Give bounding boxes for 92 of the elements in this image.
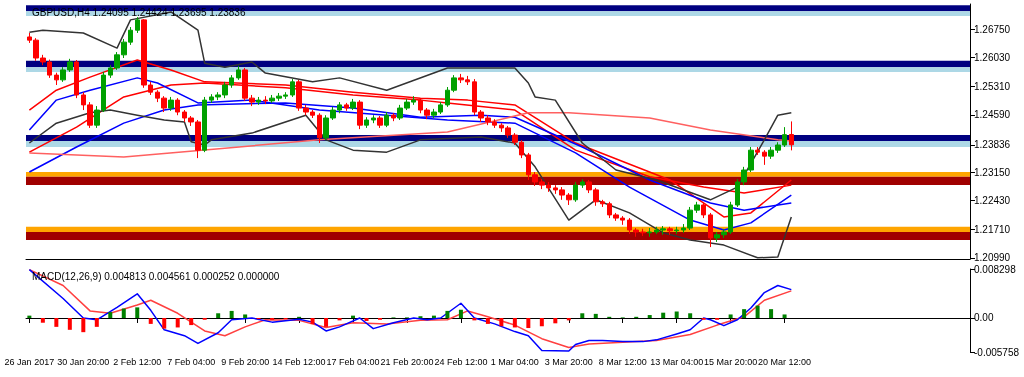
bar — [40, 318, 45, 323]
line-series — [28, 77, 793, 231]
candlestick — [573, 181, 578, 203]
x-tick-label: 26 Jan 2017 — [4, 356, 55, 367]
x-tick-label: 24 Feb 12:00 — [434, 356, 488, 367]
candlestick — [377, 115, 383, 129]
bar — [647, 315, 652, 318]
x-tick-label: 17 Feb 04:00 — [326, 356, 380, 367]
y-tick-label: 0.008298 — [974, 263, 1017, 275]
bar — [593, 313, 598, 318]
candlestick — [667, 226, 673, 236]
y-tick-label: 1.23836 — [974, 139, 1011, 151]
bar — [688, 313, 693, 318]
y-tick-label: 1.21710 — [974, 223, 1011, 235]
x-tick-label: 14 Feb 12:00 — [272, 356, 326, 367]
candlestick — [202, 96, 207, 153]
candlestick — [674, 226, 679, 235]
bar — [499, 318, 504, 327]
x-tick-label: 9 Feb 20:00 — [221, 356, 270, 367]
candlestick — [290, 78, 295, 98]
bar — [175, 318, 180, 328]
x-tick-label: 2 Feb 12:00 — [113, 356, 162, 367]
bar — [324, 318, 329, 327]
candlestick — [357, 99, 363, 130]
y-tick-label: 0.00 — [974, 312, 994, 324]
bar — [458, 309, 463, 318]
bar — [485, 318, 490, 324]
candlestick — [789, 120, 794, 151]
bar — [364, 318, 369, 321]
x-tick-label: 20 Mar 12:00 — [758, 356, 812, 367]
candlestick — [54, 72, 59, 86]
y-tick-label: 1.20990 — [974, 252, 1011, 264]
bar — [94, 318, 99, 327]
bar — [445, 310, 450, 318]
candlestick — [755, 146, 760, 156]
y-tick-label: -0.005758 — [974, 346, 1020, 358]
candlestick — [263, 95, 268, 105]
bar — [67, 318, 72, 330]
bar — [54, 318, 59, 327]
x-tick-label: 8 Mar 12:00 — [598, 356, 647, 367]
candlestick — [317, 112, 322, 144]
bar — [81, 318, 86, 333]
bar — [742, 309, 747, 318]
x-tick-label: 30 Jan 20:00 — [57, 356, 110, 367]
bar — [148, 318, 153, 324]
bar — [539, 318, 544, 327]
y-tick-label: 1.25310 — [974, 80, 1011, 92]
y-tick-label: 1.24590 — [974, 109, 1011, 121]
bar — [229, 310, 234, 318]
bar — [580, 313, 585, 318]
bar — [310, 318, 315, 324]
candlestick — [350, 98, 356, 111]
bar — [135, 307, 140, 318]
bar — [553, 318, 558, 324]
bar — [243, 314, 248, 318]
candlestick — [708, 212, 713, 248]
x-tick-label: 21 Feb 20:00 — [380, 356, 434, 367]
x-tick-label: 13 Mar 04:00 — [650, 356, 704, 367]
candlestick — [580, 178, 585, 189]
y-tick-label: 1.22430 — [974, 195, 1011, 207]
bar — [769, 309, 774, 318]
line-series — [28, 109, 793, 259]
candlestick — [256, 96, 261, 106]
candlestick — [168, 96, 174, 112]
y-tick-label: 1.23150 — [974, 166, 1011, 178]
bar — [674, 311, 679, 318]
bar — [121, 308, 126, 318]
bar — [216, 313, 221, 318]
candlestick — [391, 112, 396, 122]
candlestick — [762, 149, 767, 166]
bar — [755, 305, 760, 318]
bar — [512, 318, 517, 328]
bar — [526, 318, 531, 329]
bar — [162, 318, 167, 329]
y-tick-label: 1.26750 — [974, 23, 1011, 35]
bar — [782, 314, 787, 318]
candlestick — [364, 116, 369, 129]
x-tick-label: 7 Feb 04:00 — [167, 356, 216, 367]
y-tick-label: 1.26030 — [974, 52, 1011, 64]
candlestick — [384, 111, 389, 128]
x-tick-label: 1 Mar 04:00 — [490, 356, 539, 367]
candlestick — [236, 65, 241, 81]
candlestick — [175, 97, 180, 116]
bar — [661, 312, 666, 318]
candlestick — [344, 102, 349, 112]
x-tick-label: 3 Mar 20:00 — [544, 356, 593, 367]
candlestick — [647, 227, 652, 238]
bar — [728, 314, 733, 318]
candlestick — [135, 16, 140, 34]
bar — [108, 312, 113, 318]
x-tick-label: 15 Mar 20:00 — [704, 356, 758, 367]
candlestick — [371, 114, 376, 124]
